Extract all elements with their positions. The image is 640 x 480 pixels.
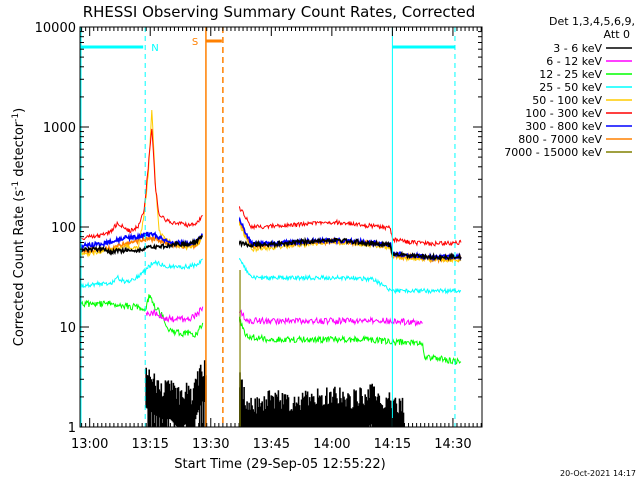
series-6-12-kevline [145, 306, 204, 323]
y-tick-label: 10000 [35, 21, 76, 36]
legend-entry-label: 800 - 7000 keV [518, 133, 602, 146]
legend-entry-label: 3 - 6 keV [553, 42, 602, 55]
series-25-50-kevline [238, 257, 462, 295]
series-12-25-kevline [238, 316, 462, 365]
series-25-50-kevline [80, 258, 203, 289]
series-3-6-kev-low-noise [145, 360, 405, 427]
series-6-12-kevline [238, 309, 423, 327]
legend-entry-label: 300 - 800 keV [525, 120, 602, 133]
x-tick-label: 13:45 [253, 437, 290, 452]
series-3-6-kevline [222, 215, 462, 262]
y-axis-label: Corrected Count Rate (s-1 detector-1) [11, 108, 27, 346]
x-axis: 13:00 13:15 13:30 13:45 14:00 14:15 14:30 [71, 27, 482, 452]
footer-date: 20-Oct-2021 14:17 [560, 469, 636, 478]
series-12-25-kevline [80, 294, 204, 338]
saa-marker-label: S [192, 37, 198, 48]
series-group [80, 27, 462, 427]
legend-entry-label: 6 - 12 keV [546, 55, 602, 68]
y-tick-label: 1000 [43, 121, 76, 136]
y-tick-label: 100 [51, 221, 76, 236]
y-axis: 1 10 100 1000 10000 [35, 21, 482, 436]
night-marker-label: N [151, 43, 158, 54]
x-axis-label: Start Time (29-Sep-05 12:55:22) [174, 457, 385, 472]
x-tick-label: 13:15 [131, 437, 168, 452]
plot-area: NS [80, 27, 462, 427]
chart-title: RHESSI Observing Summary Count Rates, Co… [83, 3, 476, 21]
x-tick-label: 13:00 [71, 437, 108, 452]
y-tick-label: 10 [59, 321, 76, 336]
y-tick-label: 1 [68, 421, 76, 436]
legend-entry-label: 12 - 25 keV [539, 68, 602, 81]
x-tick-label: 14:30 [434, 437, 471, 452]
legend-entry-label: 100 - 300 keV [525, 107, 602, 120]
legend-entry-label: 7000 - 15000 keV [504, 146, 602, 159]
legend-entry-label: 50 - 100 keV [532, 94, 602, 107]
series-100-300-kevline [238, 205, 462, 247]
series-50-100-kevline [80, 109, 203, 258]
legend-entry-label: 25 - 50 keV [539, 81, 602, 94]
legend-header-attenuator: Att 0 [604, 28, 630, 41]
x-tick-label: 13:30 [192, 437, 229, 452]
x-tick-label: 14:15 [374, 437, 411, 452]
series-3-6-kevline [80, 234, 203, 256]
annotations: NS [80, 27, 456, 427]
legend-header-detectors: Det 1,3,4,5,6,9, [549, 15, 635, 28]
x-tick-label: 14:00 [313, 437, 350, 452]
series-100-300-kevline [80, 128, 203, 240]
